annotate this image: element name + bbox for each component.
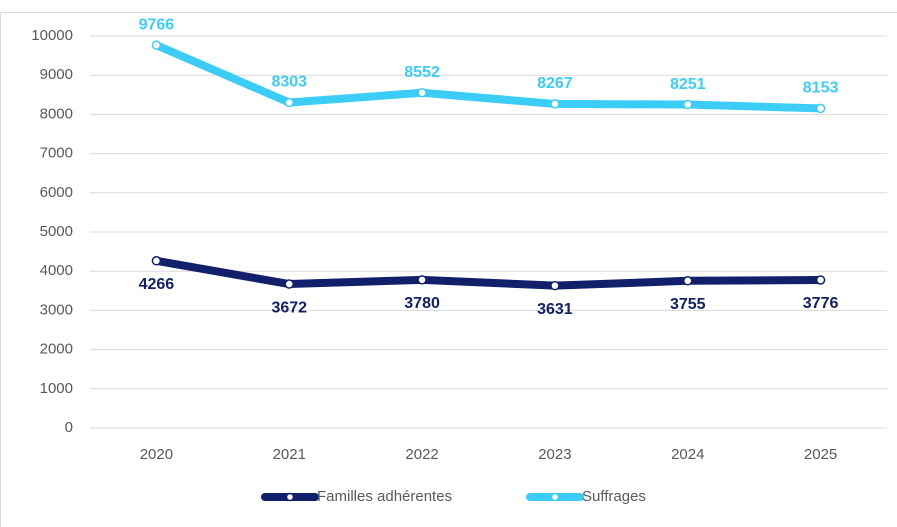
- y-tick-label: 2000: [40, 341, 73, 358]
- data-label: 9766: [139, 16, 175, 33]
- point-marker: [417, 88, 427, 98]
- chart-frame: [0, 12, 897, 527]
- legend-marker: [285, 492, 295, 502]
- legend-label: Suffrages: [582, 488, 646, 505]
- point-marker: [417, 275, 427, 285]
- y-tick-label: 1000: [40, 380, 73, 397]
- data-label: 4266: [139, 276, 175, 293]
- data-label: 3755: [670, 296, 706, 313]
- series-line: [152, 256, 825, 290]
- x-tick-label: 2020: [140, 446, 173, 463]
- point-marker: [550, 99, 560, 109]
- data-label: 3672: [271, 299, 307, 316]
- legend-marker: [550, 492, 560, 502]
- data-label: 8303: [271, 74, 307, 91]
- point-marker: [683, 276, 693, 286]
- y-tick-label: 6000: [40, 184, 73, 201]
- y-tick-label: 9000: [40, 66, 73, 83]
- y-tick-label: 4000: [40, 262, 73, 279]
- y-tick-label: 3000: [40, 301, 73, 318]
- y-tick-label: 8000: [40, 105, 73, 122]
- data-label: 8267: [537, 75, 573, 92]
- y-tick-label: 0: [65, 419, 73, 436]
- legend-label: Familles adhérentes: [317, 488, 452, 505]
- x-tick-label: 2024: [671, 446, 704, 463]
- point-marker: [284, 279, 294, 289]
- data-label: 8153: [803, 80, 839, 97]
- y-tick-label: 5000: [40, 223, 73, 240]
- point-marker: [284, 97, 294, 108]
- data-label: 3780: [404, 295, 440, 312]
- y-tick-label: 10000: [31, 27, 73, 44]
- x-tick-label: 2022: [405, 446, 438, 463]
- point-marker: [550, 280, 560, 291]
- data-label: 3776: [803, 295, 839, 312]
- point-marker: [815, 103, 826, 114]
- point-marker: [151, 40, 162, 50]
- point-marker: [815, 275, 826, 285]
- x-tick-label: 2025: [804, 446, 837, 463]
- point-marker: [151, 256, 162, 266]
- data-label: 3631: [537, 301, 573, 318]
- x-tick-label: 2023: [538, 446, 571, 463]
- x-tick-label: 2021: [273, 446, 306, 463]
- data-label: 8552: [404, 64, 440, 81]
- y-tick-label: 7000: [40, 145, 73, 162]
- series-line: [152, 41, 825, 113]
- point-marker: [683, 99, 693, 110]
- data-label: 8251: [670, 76, 706, 93]
